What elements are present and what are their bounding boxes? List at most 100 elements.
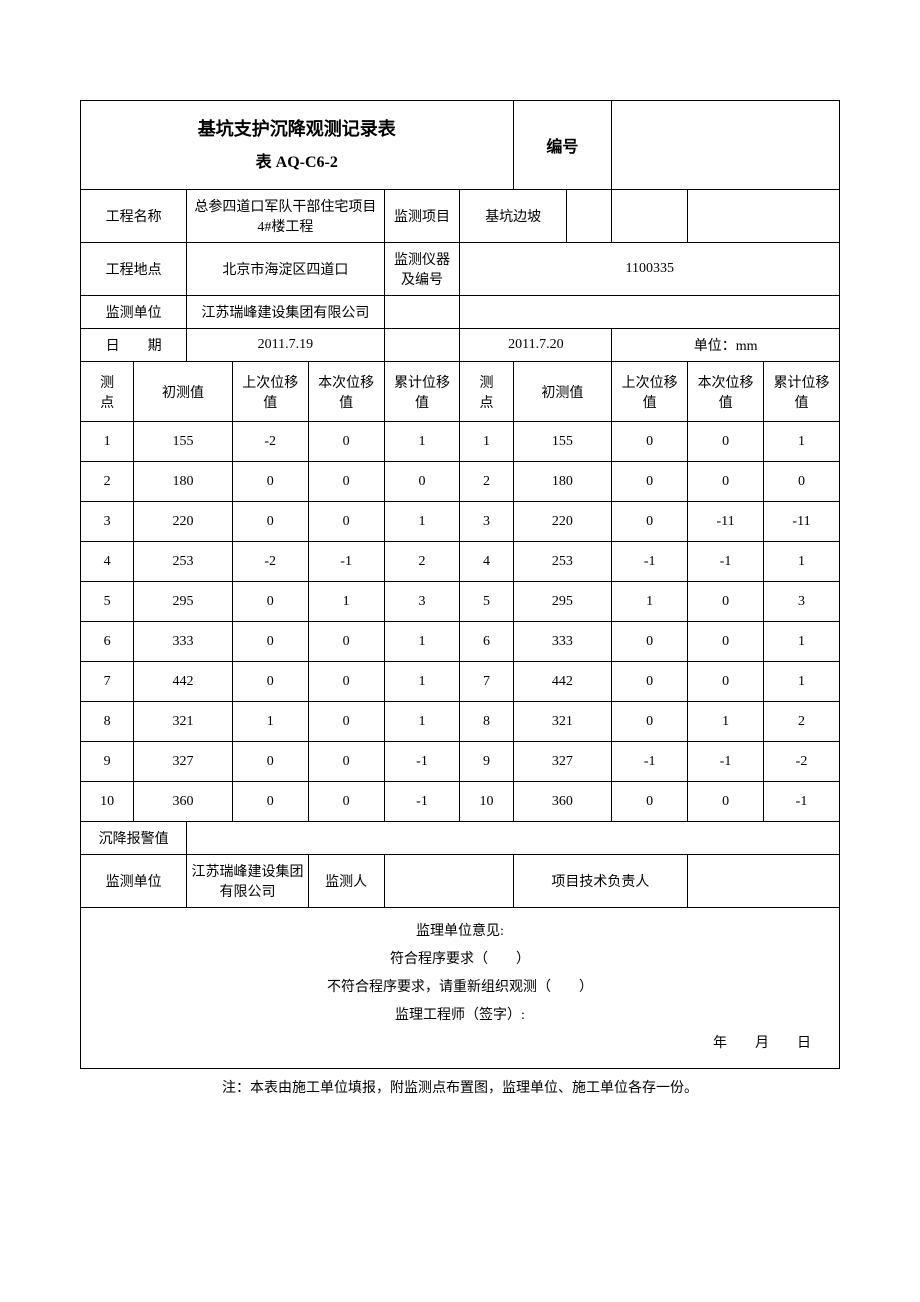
cell-this: 0 (308, 782, 384, 822)
cell-cum2: 1 (764, 622, 840, 662)
value-date2: 2011.7.20 (460, 329, 612, 362)
hdr-initial-1: 初测值 (134, 362, 233, 422)
cell-last2: 1 (612, 582, 688, 622)
value-alarm (187, 822, 840, 855)
cell-p2: 3 (460, 502, 513, 542)
cell-cum: 1 (384, 502, 460, 542)
cell-this2: 0 (688, 462, 764, 502)
cell-this: 0 (308, 462, 384, 502)
cell-last: 0 (232, 462, 308, 502)
cell-cum: -1 (384, 742, 460, 782)
cell-cum: 0 (384, 462, 460, 502)
cell-init: 333 (134, 622, 233, 662)
hdr-cum-2: 累计位移值 (764, 362, 840, 422)
cell-last: 1 (232, 702, 308, 742)
cell-p2: 7 (460, 662, 513, 702)
cell-p2: 1 (460, 422, 513, 462)
cell-last2: -1 (612, 542, 688, 582)
blank-5 (460, 296, 840, 329)
cell-p2: 10 (460, 782, 513, 822)
cell-last2: -1 (612, 742, 688, 782)
label-monitor-person: 监测人 (308, 855, 384, 908)
table-row: 74420017442001 (81, 662, 840, 702)
cell-cum: 1 (384, 662, 460, 702)
hdr-last-2: 上次位移值 (612, 362, 688, 422)
cell-last: 0 (232, 742, 308, 782)
cell-init2: 321 (513, 702, 612, 742)
cell-last: -2 (232, 422, 308, 462)
cell-p: 5 (81, 582, 134, 622)
table-row: 1155-2011155001 (81, 422, 840, 462)
table-row: 1036000-11036000-1 (81, 782, 840, 822)
cell-last2: 0 (612, 422, 688, 462)
cell-cum2: 3 (764, 582, 840, 622)
cell-cum2: 0 (764, 462, 840, 502)
cell-init2: 442 (513, 662, 612, 702)
value-project-location: 北京市海淀区四道口 (187, 243, 384, 296)
cell-p2: 6 (460, 622, 513, 662)
cell-cum: 1 (384, 702, 460, 742)
cell-this2: 0 (688, 622, 764, 662)
table-row: 322000132200-11-11 (81, 502, 840, 542)
cell-init2: 220 (513, 502, 612, 542)
cell-this: 0 (308, 742, 384, 782)
value-monitor-item: 基坑边坡 (460, 190, 566, 243)
value-monitor-person (384, 855, 513, 908)
cell-last2: 0 (612, 662, 688, 702)
table-row: 932700-19327-1-1-2 (81, 742, 840, 782)
cell-last2: 0 (612, 502, 688, 542)
cell-p2: 5 (460, 582, 513, 622)
cell-cum2: 1 (764, 542, 840, 582)
cell-p2: 9 (460, 742, 513, 782)
cell-p: 8 (81, 702, 134, 742)
cell-last: 0 (232, 582, 308, 622)
cell-last: 0 (232, 782, 308, 822)
label-monitor-item: 监测项目 (384, 190, 460, 243)
opinion-line2: 不符合程序要求，请重新组织观测（ ） (89, 974, 831, 1002)
cell-this: 0 (308, 502, 384, 542)
cell-p: 4 (81, 542, 134, 582)
cell-init: 180 (134, 462, 233, 502)
cell-cum2: 2 (764, 702, 840, 742)
cell-init: 442 (134, 662, 233, 702)
cell-p: 7 (81, 662, 134, 702)
label-project-location: 工程地点 (81, 243, 187, 296)
cell-this: 0 (308, 622, 384, 662)
cell-this2: -1 (688, 542, 764, 582)
record-table: 基坑支护沉降观测记录表 表 AQ-C6-2 编号 工程名称 总参四道口军队干部住… (80, 100, 840, 1069)
hdr-last-1: 上次位移值 (232, 362, 308, 422)
table-row: 52950135295103 (81, 582, 840, 622)
cell-p: 2 (81, 462, 134, 502)
footnote: 注：本表由施工单位填报，附监测点布置图，监理单位、施工单位各存一份。 (80, 1077, 840, 1097)
opinion-heading: 监理单位意见: (89, 918, 831, 946)
opinion-block: 监理单位意见: 符合程序要求（ ） 不符合程序要求，请重新组织观测（ ） 监理工… (81, 908, 840, 1069)
cell-p: 1 (81, 422, 134, 462)
cell-this2: 0 (688, 582, 764, 622)
cell-this2: -1 (688, 742, 764, 782)
cell-p: 10 (81, 782, 134, 822)
cell-this: 0 (308, 702, 384, 742)
cell-p2: 8 (460, 702, 513, 742)
cell-this: 1 (308, 582, 384, 622)
cell-this2: 0 (688, 662, 764, 702)
cell-init: 155 (134, 422, 233, 462)
cell-this2: 0 (688, 422, 764, 462)
label-monitor-unit2: 监测单位 (81, 855, 187, 908)
cell-this: -1 (308, 542, 384, 582)
cell-p: 9 (81, 742, 134, 782)
cell-this2: 1 (688, 702, 764, 742)
label-alarm: 沉降报警值 (81, 822, 187, 855)
cell-last: 0 (232, 502, 308, 542)
cell-init2: 253 (513, 542, 612, 582)
title-text: 基坑支护沉降观测记录表 (85, 111, 509, 147)
cell-last2: 0 (612, 622, 688, 662)
hdr-initial-2: 初测值 (513, 362, 612, 422)
label-unit: 单位：mm (612, 329, 840, 362)
cell-cum: 3 (384, 582, 460, 622)
cell-cum2: -2 (764, 742, 840, 782)
value-monitor-unit: 江苏瑞峰建设集团有限公司 (187, 296, 384, 329)
label-monitor-unit: 监测单位 (81, 296, 187, 329)
value-project-name: 总参四道口军队干部住宅项目 4#楼工程 (187, 190, 384, 243)
cell-cum2: 1 (764, 422, 840, 462)
cell-init: 360 (134, 782, 233, 822)
